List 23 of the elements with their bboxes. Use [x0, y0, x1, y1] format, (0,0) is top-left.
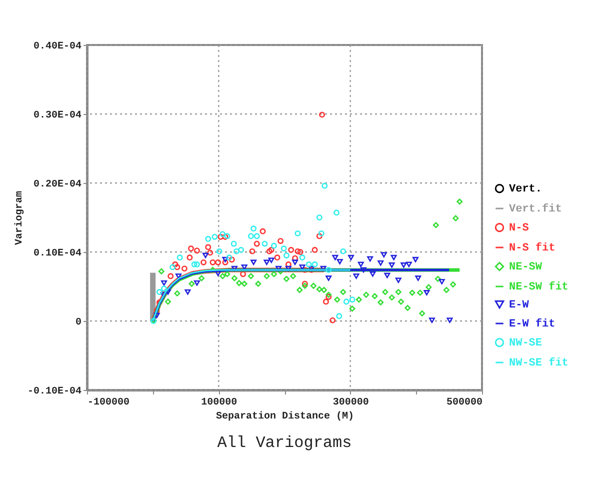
y-axis-title: Variogram	[13, 190, 26, 246]
legend-label: NE-SW fit	[509, 280, 568, 294]
y-tick-label: 0.10E-04	[33, 248, 82, 260]
text: All Variograms	[217, 434, 352, 452]
legend-label: Vert.fit	[509, 202, 562, 216]
y-tick-label: 0.30E-04	[33, 110, 82, 122]
y-tick-label: 0.20E-04	[33, 180, 82, 190]
legend-label: Vert.	[509, 184, 542, 196]
x-tick-label: 300000	[332, 398, 369, 408]
legend-label: NW-SE	[509, 338, 542, 350]
legend-label: N-S	[509, 222, 530, 234]
legend-label: N-S fit	[509, 242, 556, 254]
y-tick-label: 0	[75, 318, 82, 328]
legend-label: E-W	[509, 300, 530, 312]
y-tick-label: 0.40E-04	[33, 42, 82, 52]
x-axis-title: Separation Distance (M)	[216, 410, 354, 422]
legend-label: NE-SW	[509, 262, 542, 274]
x-tick-label: -100000	[88, 398, 130, 408]
legend-label: E-W fit	[509, 318, 556, 330]
y-tick-label: -0.10E-04	[27, 386, 82, 398]
x-tick-label: 500000	[446, 398, 482, 408]
x-tick-label: 100000	[201, 398, 238, 408]
legend-label: NW-SE fit	[509, 356, 568, 370]
